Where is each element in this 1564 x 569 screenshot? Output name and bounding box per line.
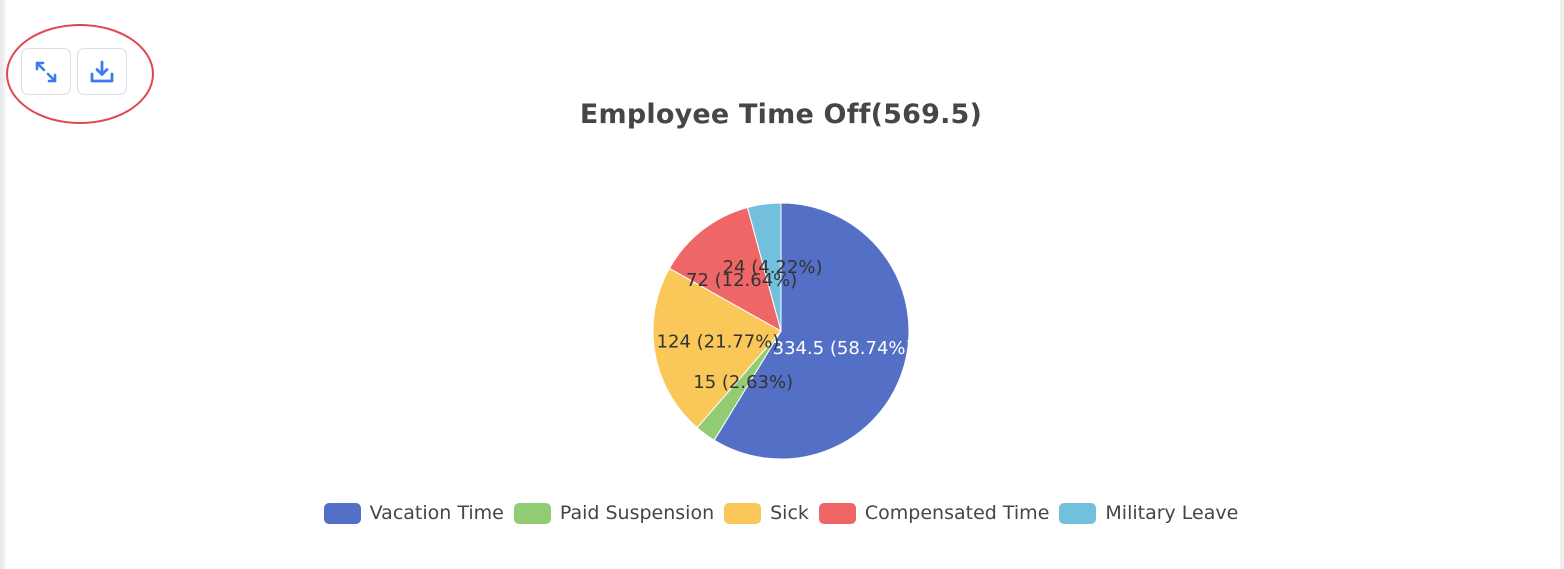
pie-slice-sick[interactable]	[652, 267, 782, 429]
legend-label: Military Leave	[1105, 502, 1239, 524]
legend-item-compensated-time[interactable]: Compensated Time	[818, 502, 1050, 524]
pie-slice-compensated-time[interactable]	[668, 206, 782, 333]
pie-slice-vacation-time[interactable]	[713, 202, 910, 460]
pie-slice-military-leave[interactable]	[746, 202, 782, 332]
slice-label-sick: 124 (21.77%)	[657, 331, 780, 352]
legend-swatch	[724, 502, 762, 524]
legend-swatch	[323, 502, 361, 524]
legend-label: Sick	[770, 502, 809, 524]
chart-legend: Vacation Time Paid Suspension Sick Compensa…	[0, 502, 1562, 524]
chart-toolbar	[21, 48, 127, 95]
legend-item-military-leave[interactable]: Military Leave	[1059, 502, 1238, 524]
chart-title: Employee Time Off(569.5)	[579, 99, 983, 130]
fullscreen-button[interactable]	[21, 48, 71, 95]
legend-label: Vacation Time	[369, 502, 504, 524]
slice-label-vacation-time: 334.5 (58.74%)	[773, 338, 913, 359]
slice-label-compensated-time: 72 (12.64%)	[686, 270, 797, 291]
legend-item-paid-suspension[interactable]: Paid Suspension	[513, 502, 715, 524]
legend-swatch	[1059, 502, 1097, 524]
download-button[interactable]	[77, 48, 127, 95]
legend-label: Paid Suspension	[559, 502, 715, 524]
legend-swatch	[818, 502, 856, 524]
page-right-edge	[1560, 0, 1564, 569]
download-icon	[90, 60, 114, 82]
page-left-edge	[0, 0, 6, 569]
expand-arrows-icon	[35, 61, 57, 82]
slice-label-paid-suspension: 15 (2.63%)	[693, 372, 793, 393]
legend-swatch	[513, 502, 551, 524]
legend-item-sick[interactable]: Sick	[724, 502, 809, 524]
legend-label: Compensated Time	[864, 502, 1050, 524]
slice-label-military-leave: 24 (4.22%)	[723, 257, 823, 278]
legend-item-vacation-time[interactable]: Vacation Time	[323, 502, 504, 524]
